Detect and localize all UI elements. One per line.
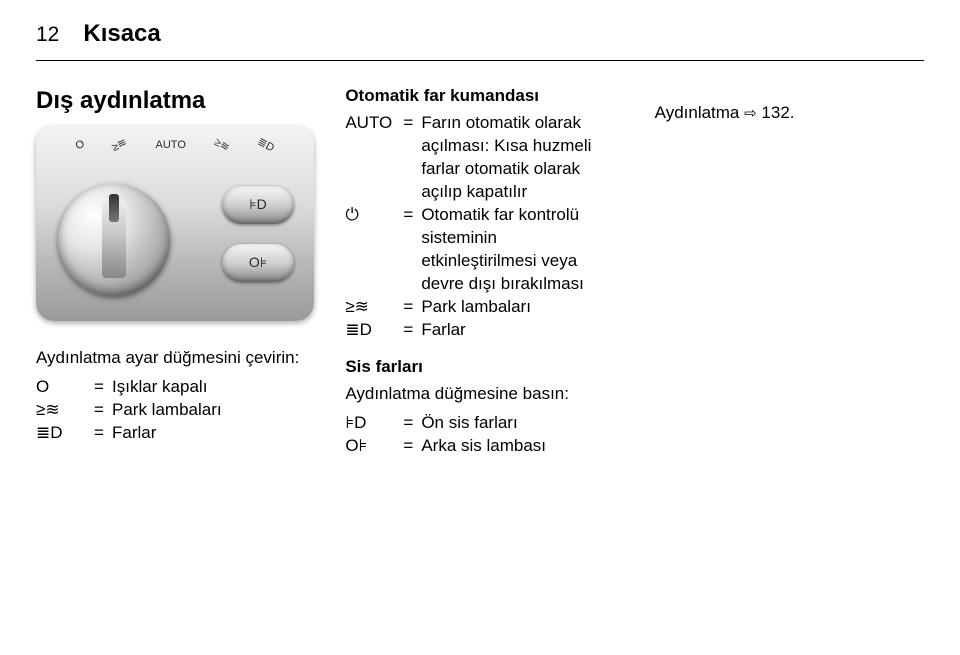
dial-label: ≥≋ [211, 135, 231, 155]
fog-intro: Aydınlatma düğmesine basın: [345, 383, 614, 406]
column-2: Otomatik far kumandası AUTO = Farın otom… [345, 85, 614, 457]
legend-equals: = [403, 319, 421, 342]
section-title: Dış aydınlatma [36, 85, 305, 117]
column-1: Dış aydınlatma O ≥≋ AUTO ≥≋ ≣D ⊧D O⊧ Ayd… [36, 85, 305, 457]
legend-intro: Aydınlatma ayar düğmesini çevirin: [36, 347, 305, 370]
legend-text: Otomatik far kontrolü sisteminin etkinle… [421, 204, 614, 296]
auto-legend: AUTO = Farın otomatik olarak açılması: K… [345, 112, 614, 341]
fog-heading: Sis farları [345, 356, 614, 379]
legend-symbol: O⊧ [345, 435, 403, 458]
legend-equals: = [94, 422, 112, 445]
legend-text: Işıklar kapalı [112, 376, 305, 399]
legend-symbol: ≣D [345, 319, 403, 342]
legend-equals: = [403, 435, 421, 458]
dial-legend: O = Işıklar kapalı ≥≋ = Park lambaları ≣… [36, 376, 305, 445]
legend-equals: = [94, 399, 112, 422]
legend-symbol: ≣D [36, 422, 94, 445]
legend-text: Park lambaları [421, 296, 614, 319]
legend-text: Farın otomatik olarak açılması: Kısa huz… [421, 112, 614, 204]
cross-reference: Aydınlatma ⇨ 132. [655, 102, 924, 125]
xref-label: Aydınlatma [655, 103, 744, 122]
link-arrow-icon: ⇨ [744, 105, 757, 122]
column-3: Aydınlatma ⇨ 132. [655, 85, 924, 457]
legend-text: Farlar [112, 422, 305, 445]
legend-text: Ön sis farları [421, 412, 614, 435]
legend-text: Farlar [421, 319, 614, 342]
dial-label: O [73, 137, 88, 154]
header-rule [36, 60, 924, 61]
dial-label: ≥≋ [110, 135, 130, 155]
fog-legend: ⊧D = Ön sis farları O⊧ = Arka sis lambas… [345, 412, 614, 458]
auto-heading: Otomatik far kumandası [345, 85, 614, 108]
legend-symbol: ⏻ [345, 204, 403, 296]
legend-equals: = [403, 296, 421, 319]
legend-equals: = [403, 204, 421, 296]
dial-label: AUTO [156, 138, 186, 153]
legend-equals: = [403, 412, 421, 435]
legend-symbol: AUTO [345, 112, 403, 204]
headlight-dial-illustration: O ≥≋ AUTO ≥≋ ≣D ⊧D O⊧ [36, 126, 314, 321]
xref-page: 132. [757, 103, 795, 122]
page-number: 12 [36, 21, 59, 49]
fog-rear-button-illustration: O⊧ [222, 244, 294, 282]
legend-symbol: ⊧D [345, 412, 403, 435]
legend-symbol: O [36, 376, 94, 399]
legend-symbol: ≥≋ [36, 399, 94, 422]
legend-equals: = [403, 112, 421, 204]
legend-symbol: ≥≋ [345, 296, 403, 319]
rotary-dial [58, 184, 170, 296]
dial-scale-labels: O ≥≋ AUTO ≥≋ ≣D [36, 138, 314, 153]
legend-text: Park lambaları [112, 399, 305, 422]
dial-label: ≣D [255, 135, 277, 156]
dial-pointer [102, 200, 126, 278]
fog-front-button-illustration: ⊧D [222, 186, 294, 224]
chapter-title: Kısaca [83, 18, 160, 50]
legend-text: Arka sis lambası [421, 435, 614, 458]
legend-equals: = [94, 376, 112, 399]
